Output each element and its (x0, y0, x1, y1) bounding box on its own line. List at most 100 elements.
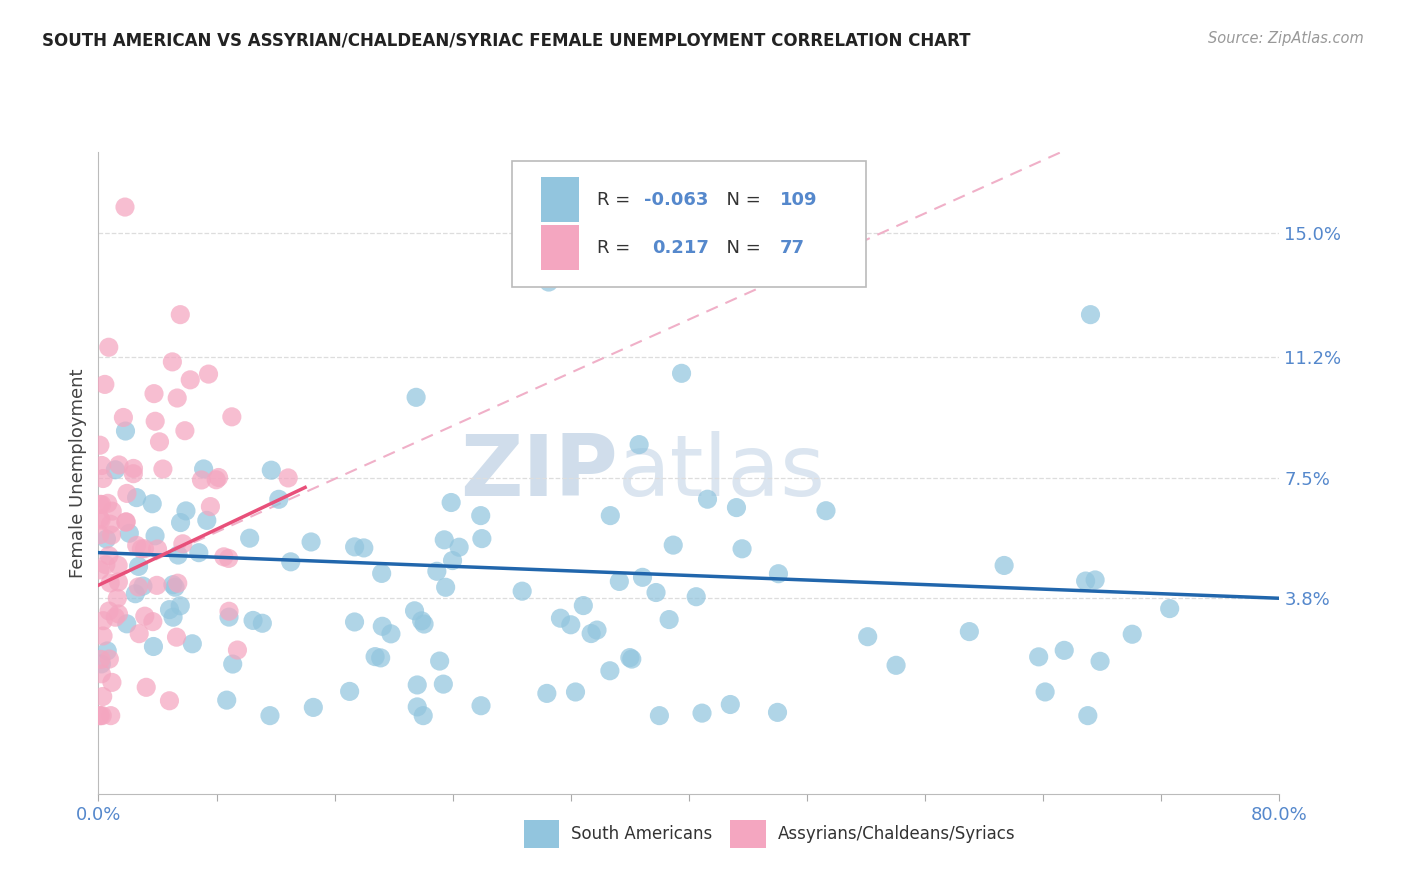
Point (884, 658, 907, 673)
Point (89, 512, 111, 526)
Point (100, 708, 122, 723)
Text: -0.063: -0.063 (644, 191, 709, 209)
Point (165, 580, 187, 594)
Point (560, 617, 582, 632)
Point (97, 549, 120, 563)
Point (90, 513, 112, 527)
Point (658, 613, 681, 627)
Point (449, 540, 471, 554)
Point (115, 515, 138, 529)
Point (181, 637, 204, 651)
Point (1028, 649, 1050, 664)
Point (94, 377, 117, 392)
Point (299, 535, 322, 549)
Point (114, 424, 136, 438)
Point (550, 611, 572, 625)
Point (221, 409, 243, 424)
Point (1080, 308, 1102, 322)
Point (411, 614, 433, 628)
Point (267, 492, 290, 507)
Point (226, 643, 249, 657)
Point (599, 664, 621, 678)
Point (89, 708, 111, 723)
Point (142, 640, 165, 654)
Point (252, 616, 274, 631)
Point (132, 579, 155, 593)
Point (725, 500, 748, 515)
Point (98, 517, 121, 532)
Point (218, 604, 240, 618)
Point (685, 590, 707, 604)
Point (104, 610, 127, 624)
Point (107, 607, 129, 621)
FancyBboxPatch shape (541, 226, 579, 270)
Point (143, 414, 166, 428)
Point (104, 463, 127, 477)
Point (141, 497, 163, 511)
Point (148, 434, 170, 449)
Point (242, 614, 264, 628)
Text: N =: N = (714, 239, 766, 257)
Point (380, 627, 402, 641)
Point (174, 504, 197, 518)
Point (101, 504, 124, 518)
Point (96, 532, 118, 546)
FancyBboxPatch shape (541, 178, 579, 222)
Point (1077, 708, 1099, 723)
Point (671, 367, 693, 381)
Point (166, 391, 188, 405)
Point (91, 708, 114, 723)
Point (105, 591, 128, 606)
Point (197, 367, 219, 381)
Point (768, 566, 790, 581)
Point (98, 652, 121, 666)
Point (162, 578, 184, 592)
Point (90, 666, 112, 681)
Point (1053, 643, 1076, 657)
Point (114, 200, 136, 214)
Point (599, 508, 621, 523)
Point (96, 644, 118, 658)
Point (90, 657, 112, 671)
Point (218, 610, 240, 624)
Point (172, 537, 194, 551)
Point (118, 526, 141, 541)
Point (112, 410, 135, 425)
Point (218, 551, 240, 566)
Point (239, 531, 262, 545)
Point (97, 496, 120, 510)
Point (115, 515, 138, 529)
Point (856, 630, 879, 644)
Point (259, 708, 281, 723)
Text: 77: 77 (780, 239, 804, 257)
Point (169, 516, 191, 530)
Point (222, 657, 245, 671)
Point (260, 463, 283, 477)
Point (432, 677, 454, 691)
Y-axis label: Female Unemployment: Female Unemployment (69, 368, 87, 577)
Point (174, 424, 197, 438)
Point (993, 558, 1015, 573)
Point (128, 626, 150, 640)
Point (97, 340, 120, 354)
Point (718, 698, 741, 712)
Point (91, 471, 114, 485)
Point (212, 549, 235, 564)
Point (470, 698, 492, 713)
Point (90, 498, 112, 512)
Point (404, 604, 426, 618)
Point (205, 473, 228, 487)
Point (277, 471, 299, 485)
Point (353, 541, 375, 555)
Point (108, 458, 131, 472)
Point (510, 584, 533, 599)
Point (115, 616, 138, 631)
Point (441, 553, 464, 567)
Point (125, 538, 148, 552)
Point (766, 706, 789, 720)
Point (371, 619, 394, 633)
Text: SOUTH AMERICAN VS ASSYRIAN/CHALDEAN/SYRIAC FEMALE UNEMPLOYMENT CORRELATION CHART: SOUTH AMERICAN VS ASSYRIAN/CHALDEAN/SYRI… (42, 31, 970, 49)
Point (620, 652, 643, 666)
Point (146, 541, 169, 556)
Point (537, 275, 560, 289)
